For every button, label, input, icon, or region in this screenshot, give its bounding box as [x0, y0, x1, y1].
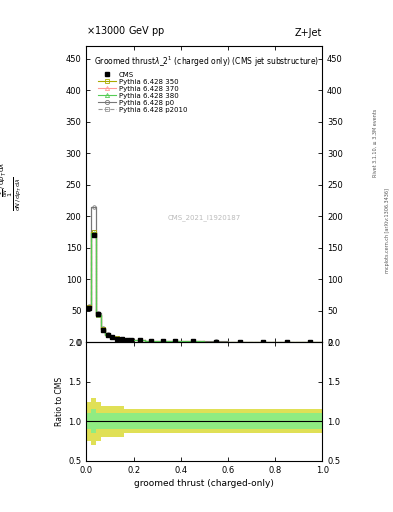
X-axis label: groomed thrust (charged-only): groomed thrust (charged-only)	[134, 479, 274, 488]
Text: Rivet 3.1.10, ≥ 3.3M events: Rivet 3.1.10, ≥ 3.3M events	[373, 109, 378, 178]
Y-axis label: $\frac{1}{\mathrm{d}N\,/\,\mathrm{d}p_T\,\mathrm{d}\lambda}$: $\frac{1}{\mathrm{d}N\,/\,\mathrm{d}p_T\…	[7, 177, 24, 211]
Text: Groomed thrust$\lambda$_2$^1$ (charged only) (CMS jet substructure): Groomed thrust$\lambda$_2$^1$ (charged o…	[94, 55, 319, 69]
Y-axis label: Ratio to CMS: Ratio to CMS	[55, 377, 64, 426]
Text: $\frac{1}{\mathrm{d}N}\,/\,\mathrm{d}p_T\,\mathrm{d}\lambda$: $\frac{1}{\mathrm{d}N}\,/\,\mathrm{d}p_T…	[0, 161, 11, 197]
Legend: CMS, Pythia 6.428 350, Pythia 6.428 370, Pythia 6.428 380, Pythia 6.428 p0, Pyth: CMS, Pythia 6.428 350, Pythia 6.428 370,…	[97, 70, 188, 114]
Text: $\times$13000 GeV pp: $\times$13000 GeV pp	[86, 25, 166, 38]
Text: mcplots.cern.ch [arXiv:1306.3436]: mcplots.cern.ch [arXiv:1306.3436]	[385, 188, 389, 273]
Text: CMS_2021_I1920187: CMS_2021_I1920187	[168, 215, 241, 221]
Text: Z+Jet: Z+Jet	[295, 28, 322, 38]
